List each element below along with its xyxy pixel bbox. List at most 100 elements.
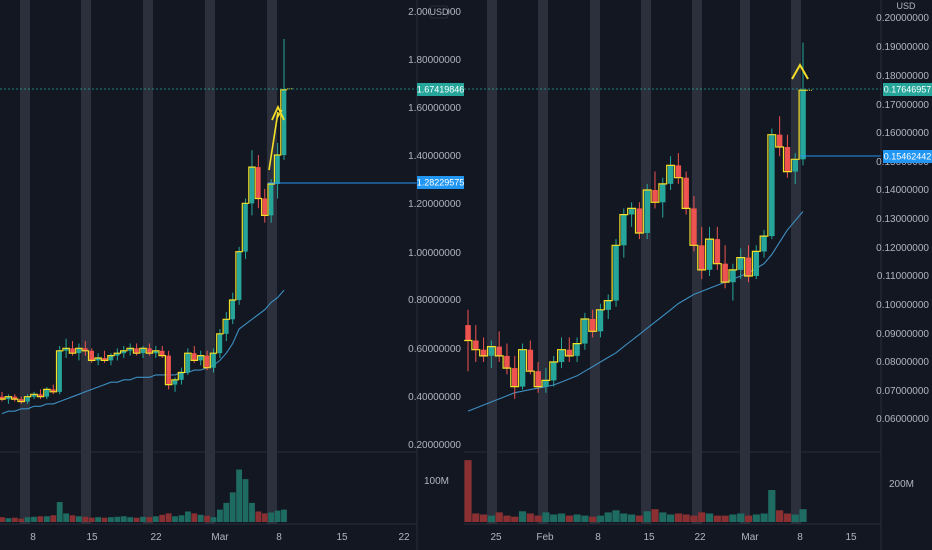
left-weekend-bands <box>20 0 277 524</box>
left-volume-bar <box>191 513 198 522</box>
left-candle-body <box>160 350 165 356</box>
right-candle-body <box>480 349 487 356</box>
left-price-tick: 1.00000000 <box>408 248 461 259</box>
right-candle-body <box>683 177 689 209</box>
left-candle-body <box>211 353 216 368</box>
left-candle-body <box>249 167 255 204</box>
left-volume-bars <box>0 469 287 522</box>
right-candle-body <box>519 349 526 387</box>
right-volume-bar <box>659 512 667 522</box>
left-candles <box>0 39 294 404</box>
left-volume-bar <box>11 517 18 522</box>
left-volume-bar <box>127 517 134 522</box>
right-ma-price-badge: 0.15462442 <box>883 150 932 163</box>
left-candle-body <box>95 358 101 361</box>
right-date-tick: Feb <box>536 532 554 543</box>
left-volume-bar <box>217 509 223 522</box>
left-candle-body <box>243 203 248 252</box>
left-time-axis: 8 15 22 Mar 8 15 22 <box>30 532 410 543</box>
right-date-tick: 15 <box>643 532 655 543</box>
left-date-tick: 8 <box>30 532 36 543</box>
left-candle-body <box>31 394 37 397</box>
right-volume-bar <box>487 515 495 522</box>
right-price-tick: 0.08000000 <box>876 357 929 368</box>
right-volume-bar <box>713 515 721 522</box>
right-candle-body <box>675 165 682 178</box>
right-volume-bar <box>596 515 604 522</box>
right-volume-bar <box>643 511 651 522</box>
right-volume-bar <box>604 512 612 522</box>
right-date-tick: 22 <box>694 532 706 543</box>
right-date-tick: 8 <box>797 532 803 543</box>
left-volume-bar <box>56 502 63 522</box>
left-candle-body <box>153 350 159 354</box>
left-chart-panel[interactable]: 8 15 22 Mar 8 15 22 <box>0 0 417 550</box>
left-volume-bar <box>114 516 121 522</box>
left-volume-bar <box>88 517 95 522</box>
right-volume-bar <box>799 509 807 522</box>
right-candle-body <box>535 371 541 387</box>
left-weekend-band <box>143 0 153 524</box>
left-candle-body <box>172 379 178 385</box>
left-volume-bar <box>76 516 82 522</box>
right-price-ticks: 0.20000000 0.19000000 0.18000000 0.17000000… <box>876 13 929 425</box>
right-volume-bar <box>573 514 581 522</box>
right-volume-bar <box>472 513 480 522</box>
right-price-axis[interactable]: USD 0.20000000 0.19000000 0.18000000 0.1700… <box>876 0 932 550</box>
right-candle-body <box>527 349 534 372</box>
right-ma-price-label: 0.15462442 <box>884 152 932 162</box>
left-volume-bar <box>261 513 268 522</box>
left-volume-bar <box>165 513 172 522</box>
left-volume-bar <box>255 511 262 522</box>
left-ma-price-badge: 1.28229575 <box>417 176 464 189</box>
right-date-tick: 8 <box>595 532 601 543</box>
left-price-axis[interactable]: 2.000000001.800000001.600000001.40000000… <box>408 0 464 550</box>
left-price-tick: 1.60000000 <box>408 103 461 114</box>
left-arrow-head-icon <box>271 104 285 121</box>
left-ma-line <box>1 289 285 415</box>
right-candle-body <box>652 190 658 203</box>
right-volume-bar <box>550 514 558 522</box>
left-volume-bar <box>31 516 37 522</box>
right-weekend-band <box>590 0 600 524</box>
left-candle-body <box>121 350 126 354</box>
right-candle-body <box>769 134 775 237</box>
left-volume-bar <box>146 517 153 522</box>
left-volume-bar <box>120 516 127 522</box>
left-volume-bar <box>274 510 281 522</box>
left-price-tick: 0.20000000 <box>408 440 461 451</box>
right-price-tick: 0.06000000 <box>876 414 929 425</box>
left-candle-body <box>185 353 191 373</box>
left-candle-body <box>198 355 203 361</box>
left-volume-bar <box>0 517 5 522</box>
left-volume-bar <box>204 515 210 522</box>
right-candle-body <box>613 245 619 301</box>
right-volume-bar <box>651 509 659 522</box>
right-volume-bar <box>768 490 776 522</box>
right-volume-bar <box>737 513 745 522</box>
left-candle-body <box>63 348 69 351</box>
right-volume-bar <box>620 513 628 522</box>
left-candle-body <box>0 396 5 400</box>
left-volume-bar <box>223 502 230 522</box>
left-volume-bar <box>101 517 108 522</box>
left-candle-body <box>38 394 43 397</box>
right-candle-body <box>574 343 580 356</box>
right-volume-bar <box>752 514 760 522</box>
left-candle-body <box>51 389 56 392</box>
left-volume-bar <box>229 492 236 522</box>
right-chart-panel[interactable]: 25 Feb 8 15 22 Mar 8 15 <box>464 0 881 550</box>
right-candle-body <box>566 349 573 356</box>
right-candle-body <box>745 257 752 276</box>
left-step-overlay <box>0 89 288 403</box>
left-arrow-line <box>268 111 279 171</box>
left-candle-body <box>102 358 107 361</box>
left-price-tick: 0.40000000 <box>408 392 461 403</box>
right-candle-body <box>730 269 736 283</box>
right-candle-body <box>512 368 518 387</box>
left-candle-body <box>76 348 82 354</box>
right-price-tick: 0.10000000 <box>876 300 929 311</box>
left-date-tick: 22 <box>150 532 162 543</box>
right-volume-bar <box>698 512 706 522</box>
